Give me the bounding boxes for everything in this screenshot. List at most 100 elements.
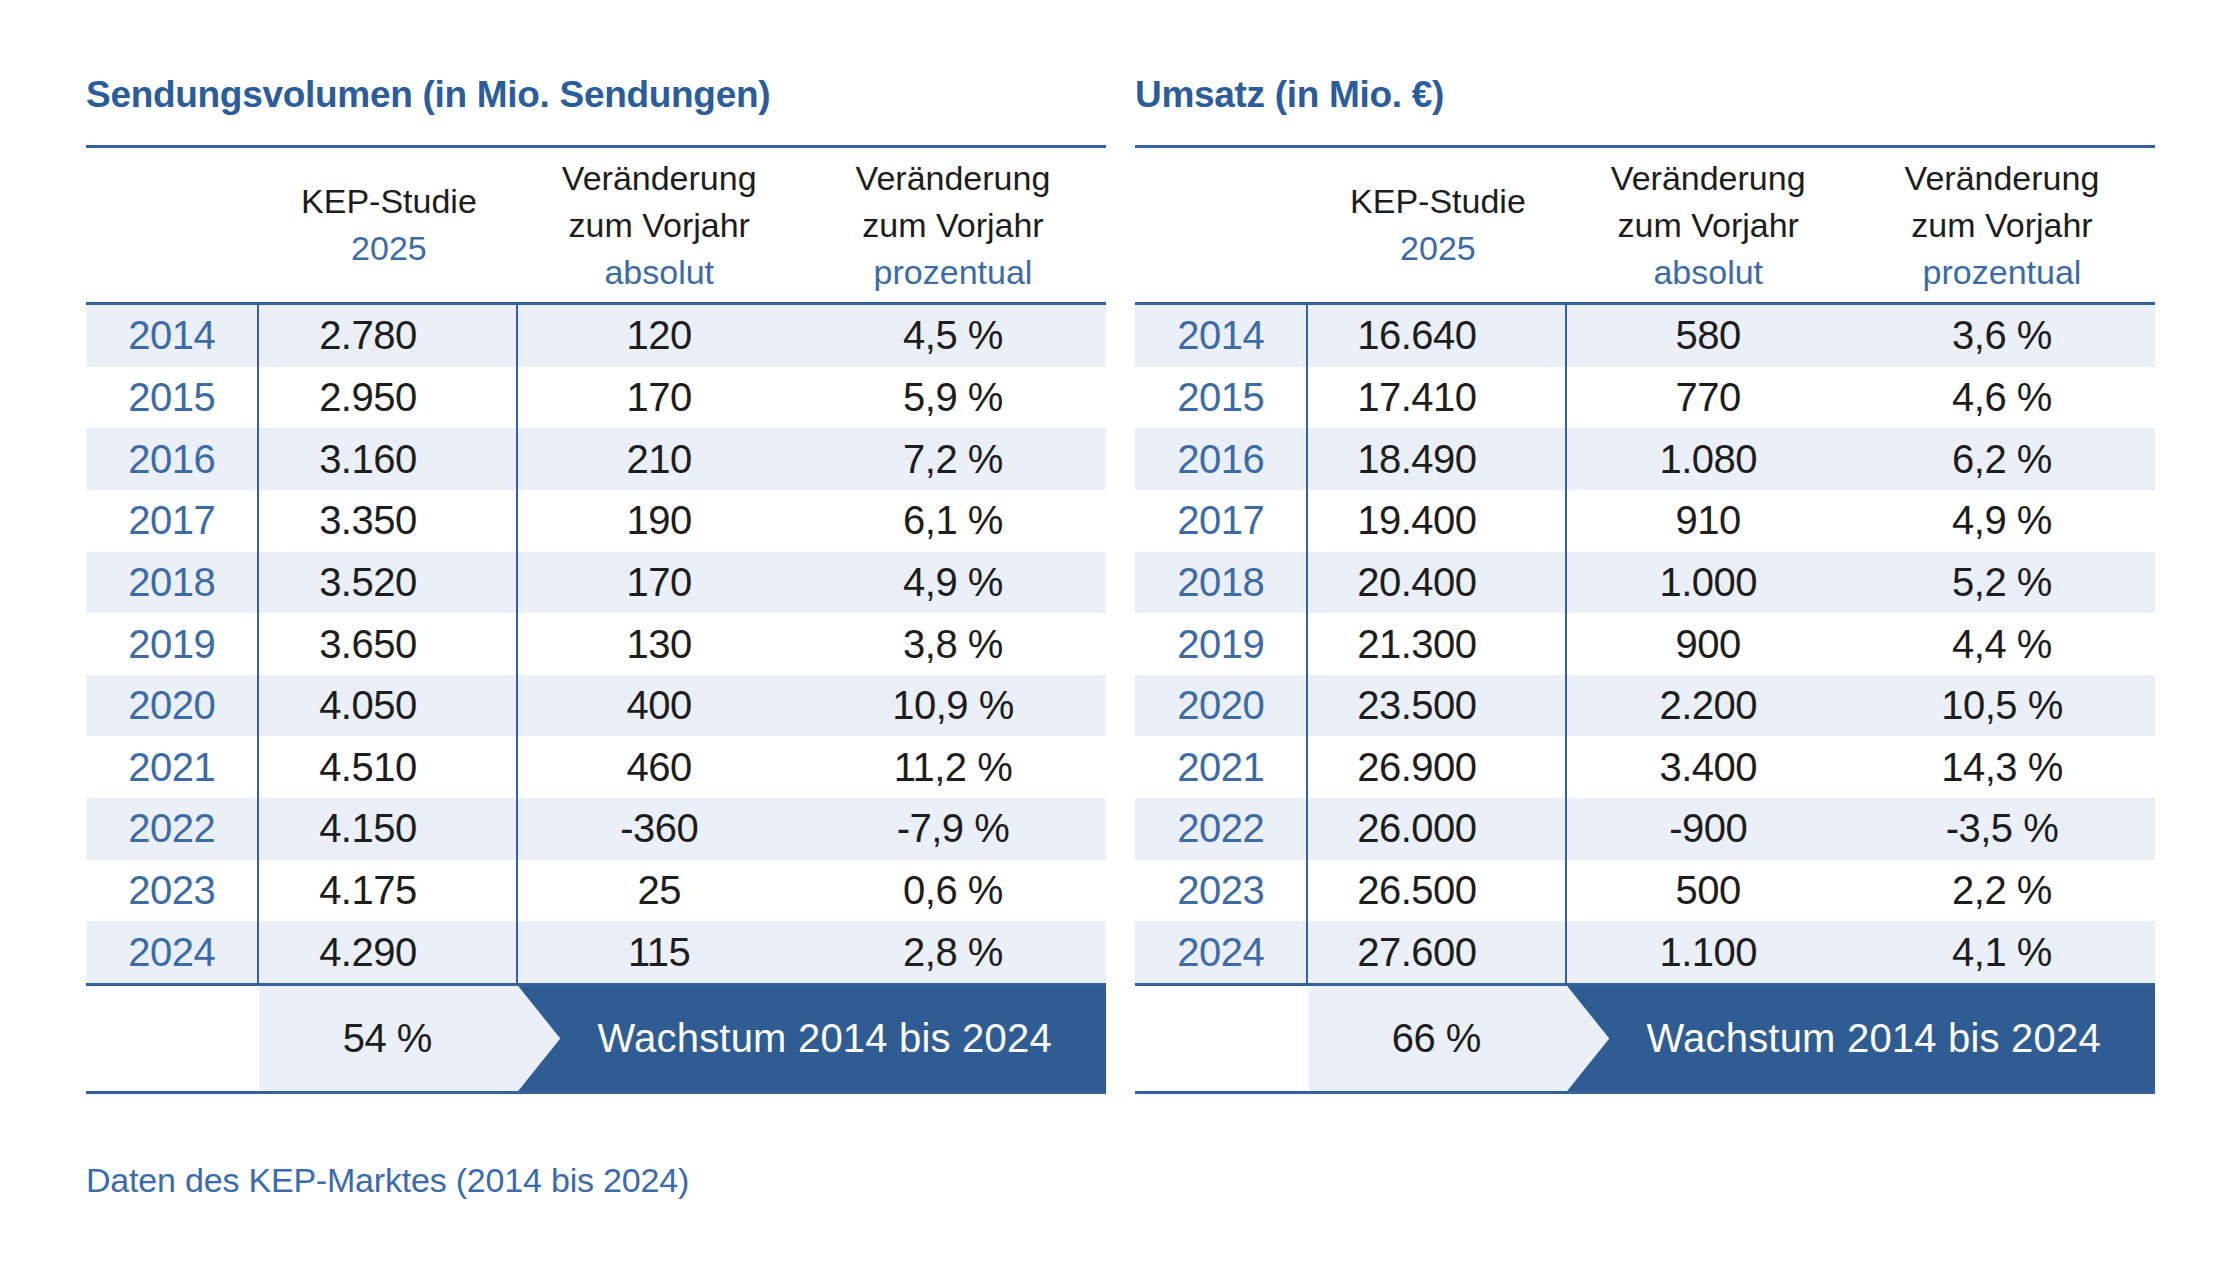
change-absolute-cell: 190 bbox=[518, 490, 800, 552]
change-absolute-cell: 130 bbox=[518, 613, 800, 675]
change-label-line2: zum Vorjahr bbox=[1911, 202, 2092, 249]
column-header-study: KEP-Studie 2025 bbox=[259, 148, 518, 302]
year-cell: 2014 bbox=[86, 305, 259, 367]
table-row: 2016 3.160 210 7,2 % bbox=[86, 428, 1106, 490]
table-body: 2014 16.640 580 3,6 % 2015 17.410 770 4,… bbox=[1135, 305, 2155, 983]
change-percent-cell: 4,9 % bbox=[800, 552, 1106, 614]
change-percent-cell: 7,2 % bbox=[800, 428, 1106, 490]
growth-value: 66 % bbox=[1392, 1016, 1481, 1061]
change-label-line1: Veränderung bbox=[856, 155, 1051, 202]
study-value-cell: 3.650 bbox=[259, 613, 518, 675]
growth-summary-row: Wachstum 2014 bis 2024 54 % bbox=[86, 986, 1106, 1091]
footer-caption: Daten des KEP-Marktes (2014 bis 2024) bbox=[86, 1158, 689, 1202]
change-absolute-cell: 25 bbox=[518, 860, 800, 922]
column-header-change-percent: Veränderung zum Vorjahr prozentual bbox=[800, 148, 1106, 302]
column-header-change-percent: Veränderung zum Vorjahr prozentual bbox=[1849, 148, 2155, 302]
study-value-cell: 27.600 bbox=[1308, 921, 1567, 983]
growth-value: 54 % bbox=[343, 1016, 432, 1061]
table-row: 2018 3.520 170 4,9 % bbox=[86, 552, 1106, 614]
study-value-cell: 17.410 bbox=[1308, 367, 1567, 429]
study-value-cell: 4.150 bbox=[259, 798, 518, 860]
year-cell: 2022 bbox=[1135, 798, 1308, 860]
table-row: 2023 26.500 500 2,2 % bbox=[1135, 860, 2155, 922]
growth-value-arrow: 66 % bbox=[1308, 986, 1609, 1091]
change-absolute-cell: 500 bbox=[1567, 860, 1849, 922]
change-absolute-cell: 770 bbox=[1567, 367, 1849, 429]
change-absolute-cell: 900 bbox=[1567, 613, 1849, 675]
change-percent-cell: 5,2 % bbox=[1849, 552, 2155, 614]
year-cell: 2017 bbox=[1135, 490, 1308, 552]
study-value-cell: 20.400 bbox=[1308, 552, 1567, 614]
table-row: 2021 4.510 460 11,2 % bbox=[86, 736, 1106, 798]
study-value-cell: 16.640 bbox=[1308, 305, 1567, 367]
study-value-cell: 2.780 bbox=[259, 305, 518, 367]
growth-banner-label: Wachstum 2014 bis 2024 bbox=[598, 1016, 1052, 1061]
change-percent-cell: 11,2 % bbox=[800, 736, 1106, 798]
study-year-label: 2025 bbox=[1400, 225, 1476, 272]
column-header-change-absolute: Veränderung zum Vorjahr absolut bbox=[518, 148, 800, 302]
study-value-cell: 4.290 bbox=[259, 921, 518, 983]
growth-summary-row: Wachstum 2014 bis 2024 66 % bbox=[1135, 986, 2155, 1091]
table-row: 2022 4.150 -360 -7,9 % bbox=[86, 798, 1106, 860]
year-cell: 2015 bbox=[86, 367, 259, 429]
percent-label: prozentual bbox=[1923, 249, 2082, 296]
change-label-line1: Veränderung bbox=[1905, 155, 2100, 202]
column-header-year bbox=[1135, 148, 1308, 302]
change-absolute-cell: 170 bbox=[518, 367, 800, 429]
change-absolute-cell: 1.100 bbox=[1567, 921, 1849, 983]
change-percent-cell: 6,2 % bbox=[1849, 428, 2155, 490]
column-header-year bbox=[86, 148, 259, 302]
change-percent-cell: 4,1 % bbox=[1849, 921, 2155, 983]
table-row: 2014 16.640 580 3,6 % bbox=[1135, 305, 2155, 367]
study-value-cell: 26.000 bbox=[1308, 798, 1567, 860]
change-percent-cell: 3,6 % bbox=[1849, 305, 2155, 367]
change-percent-cell: 10,9 % bbox=[800, 675, 1106, 737]
year-cell: 2019 bbox=[1135, 613, 1308, 675]
year-cell: 2015 bbox=[1135, 367, 1308, 429]
year-cell: 2024 bbox=[86, 921, 259, 983]
growth-value-arrow: 54 % bbox=[259, 986, 560, 1091]
change-percent-cell: -7,9 % bbox=[800, 798, 1106, 860]
change-percent-cell: 4,9 % bbox=[1849, 490, 2155, 552]
revenue-table: Umsatz (in Mio. €) KEP-Studie 2025 Verän… bbox=[1135, 60, 2155, 1094]
change-absolute-cell: 1.080 bbox=[1567, 428, 1849, 490]
year-cell: 2017 bbox=[86, 490, 259, 552]
year-cell: 2021 bbox=[86, 736, 259, 798]
change-absolute-cell: 1.000 bbox=[1567, 552, 1849, 614]
change-percent-cell: 14,3 % bbox=[1849, 736, 2155, 798]
table-row: 2014 2.780 120 4,5 % bbox=[86, 305, 1106, 367]
growth-banner-label: Wachstum 2014 bis 2024 bbox=[1647, 1016, 2101, 1061]
table-row: 2016 18.490 1.080 6,2 % bbox=[1135, 428, 2155, 490]
column-header-study: KEP-Studie 2025 bbox=[1308, 148, 1567, 302]
change-label-line2: zum Vorjahr bbox=[1618, 202, 1799, 249]
year-cell: 2020 bbox=[86, 675, 259, 737]
absolute-label: absolut bbox=[1653, 249, 1763, 296]
table-row: 2021 26.900 3.400 14,3 % bbox=[1135, 736, 2155, 798]
table-row: 2020 23.500 2.200 10,5 % bbox=[1135, 675, 2155, 737]
table-row: 2017 3.350 190 6,1 % bbox=[86, 490, 1106, 552]
absolute-label: absolut bbox=[604, 249, 714, 296]
study-year-label: 2025 bbox=[351, 225, 427, 272]
divider bbox=[86, 1091, 1106, 1094]
change-percent-cell: -3,5 % bbox=[1849, 798, 2155, 860]
change-absolute-cell: 400 bbox=[518, 675, 800, 737]
table-row: 2020 4.050 400 10,9 % bbox=[86, 675, 1106, 737]
change-absolute-cell: 2.200 bbox=[1567, 675, 1849, 737]
change-percent-cell: 4,6 % bbox=[1849, 367, 2155, 429]
change-percent-cell: 10,5 % bbox=[1849, 675, 2155, 737]
change-label-line2: zum Vorjahr bbox=[862, 202, 1043, 249]
change-percent-cell: 4,4 % bbox=[1849, 613, 2155, 675]
change-absolute-cell: 210 bbox=[518, 428, 800, 490]
study-value-cell: 3.160 bbox=[259, 428, 518, 490]
table-row: 2023 4.175 25 0,6 % bbox=[86, 860, 1106, 922]
table-body: 2014 2.780 120 4,5 % 2015 2.950 170 5,9 … bbox=[86, 305, 1106, 983]
change-percent-cell: 4,5 % bbox=[800, 305, 1106, 367]
study-value-cell: 26.500 bbox=[1308, 860, 1567, 922]
study-value-cell: 2.950 bbox=[259, 367, 518, 429]
change-percent-cell: 2,8 % bbox=[800, 921, 1106, 983]
study-value-cell: 26.900 bbox=[1308, 736, 1567, 798]
divider bbox=[1135, 1091, 2155, 1094]
study-value-cell: 21.300 bbox=[1308, 613, 1567, 675]
change-absolute-cell: 115 bbox=[518, 921, 800, 983]
year-cell: 2021 bbox=[1135, 736, 1308, 798]
